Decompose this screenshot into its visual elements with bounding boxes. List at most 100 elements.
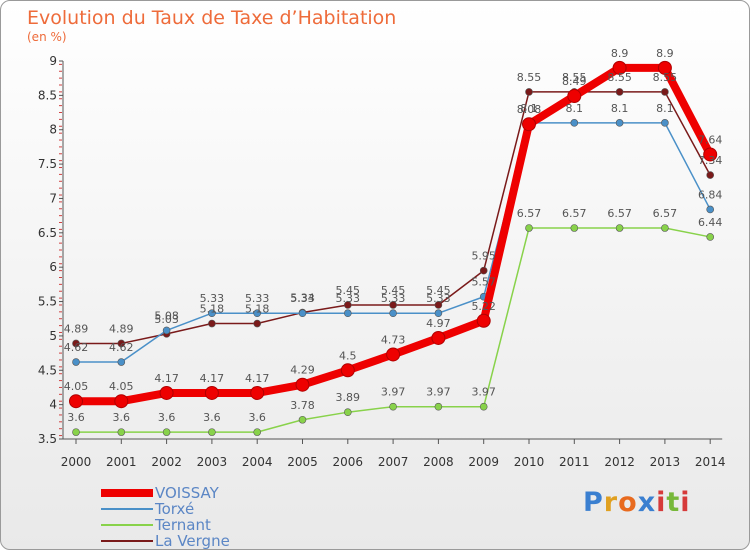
data-label: 6.44	[698, 216, 723, 229]
data-label: 5.34	[290, 292, 315, 305]
data-label: 6.57	[562, 207, 587, 220]
x-tick-label: 2013	[650, 455, 681, 469]
data-label: 4.5	[339, 349, 357, 362]
data-label: 3.78	[290, 399, 315, 412]
legend-label-voissay: VOISSAY	[155, 484, 219, 502]
data-label: 4.89	[64, 322, 89, 335]
x-tick-label: 2007	[378, 455, 409, 469]
data-point	[706, 171, 715, 179]
data-point	[389, 301, 397, 309]
data-point	[72, 428, 80, 436]
data-label: 7.64	[698, 133, 723, 146]
data-label: 3.89	[336, 391, 361, 404]
data-label: 5.03	[154, 313, 179, 326]
data-point	[657, 60, 672, 75]
data-point	[389, 402, 397, 411]
x-tick-label: 2000	[61, 455, 92, 469]
data-point	[253, 309, 262, 318]
data-point	[208, 309, 216, 318]
data-point	[208, 428, 216, 436]
data-label: 6.57	[653, 207, 678, 220]
data-label: 8.1	[611, 102, 629, 115]
y-tick-label: 7	[49, 191, 57, 205]
y-tick-label: 3.5	[38, 432, 57, 446]
data-point	[567, 89, 582, 104]
data-point	[703, 147, 718, 162]
data-label: 5.33	[245, 292, 270, 305]
y-tick-label: 6.5	[38, 226, 57, 240]
legend-swatch-la-vergne	[101, 540, 153, 542]
data-point	[706, 205, 715, 214]
data-label: 3.6	[113, 411, 131, 424]
data-point	[479, 402, 488, 411]
logo-letter: i	[680, 487, 691, 518]
data-label: 4.17	[200, 372, 225, 385]
y-tick-label: 5	[49, 329, 57, 343]
data-point	[570, 224, 579, 232]
data-point	[476, 313, 491, 328]
data-label: 8.1	[656, 102, 674, 115]
data-point	[343, 408, 352, 416]
y-tick-label: 7.5	[38, 157, 57, 171]
logo-letter: i	[656, 487, 667, 518]
data-point	[431, 330, 446, 345]
data-point	[661, 119, 669, 127]
data-label: 8.1	[566, 102, 584, 115]
data-label: 5.18	[200, 303, 225, 316]
data-label: 6.57	[517, 207, 542, 220]
chart-unit-label: (en %)	[27, 30, 67, 44]
x-tick-label: 2004	[242, 455, 273, 469]
data-label: 5.18	[245, 303, 270, 316]
data-point	[570, 119, 579, 127]
data-label: 4.05	[109, 380, 134, 393]
data-label: 3.97	[471, 386, 496, 399]
y-tick-label: 8	[49, 123, 57, 137]
data-point	[522, 117, 536, 132]
x-tick-label: 2006	[333, 455, 364, 469]
data-point	[162, 428, 171, 436]
data-point	[434, 301, 443, 309]
data-point	[117, 339, 126, 348]
series-lines	[69, 60, 718, 436]
y-tick-label: 9	[49, 54, 57, 68]
data-point	[434, 402, 443, 411]
data-point	[114, 394, 129, 409]
data-point	[117, 428, 126, 436]
data-point	[525, 224, 533, 232]
data-point	[615, 119, 624, 127]
logo-letter: x	[637, 487, 657, 518]
chart-title: Evolution du Taux de Taxe d’Habitation	[27, 7, 397, 29]
data-point	[162, 326, 171, 335]
data-point	[615, 88, 624, 96]
logo-letter: o	[618, 487, 638, 518]
data-label: 6.84	[698, 188, 723, 201]
data-point	[295, 377, 310, 392]
data-label: 8.1	[520, 102, 538, 115]
legend-swatch-ternant	[101, 524, 153, 526]
logo-letter: r	[603, 487, 619, 518]
data-point	[298, 309, 307, 318]
data-point	[204, 385, 219, 400]
x-tick-label: 2001	[106, 455, 137, 469]
legend-label-torxe: Torxé	[155, 500, 195, 518]
y-tick-label: 5.5	[38, 295, 57, 309]
data-point	[72, 358, 80, 366]
data-point	[340, 363, 355, 378]
data-label: 8.55	[562, 71, 587, 84]
data-point	[525, 88, 533, 96]
data-label: 4.89	[109, 322, 134, 335]
data-point	[389, 309, 397, 318]
data-label: 8.55	[607, 71, 632, 84]
data-label: 4.05	[64, 380, 89, 393]
data-point	[69, 394, 83, 409]
data-label: 5.08	[154, 309, 179, 322]
data-label: 8.55	[653, 71, 678, 84]
data-label: 5.33	[426, 292, 451, 305]
y-tick-label: 6	[49, 260, 57, 274]
data-point	[706, 233, 715, 241]
legend-label-ternant: Ternant	[155, 516, 211, 534]
data-point	[479, 266, 488, 275]
data-label: 3.6	[248, 411, 266, 424]
data-label: 5.33	[336, 292, 361, 305]
